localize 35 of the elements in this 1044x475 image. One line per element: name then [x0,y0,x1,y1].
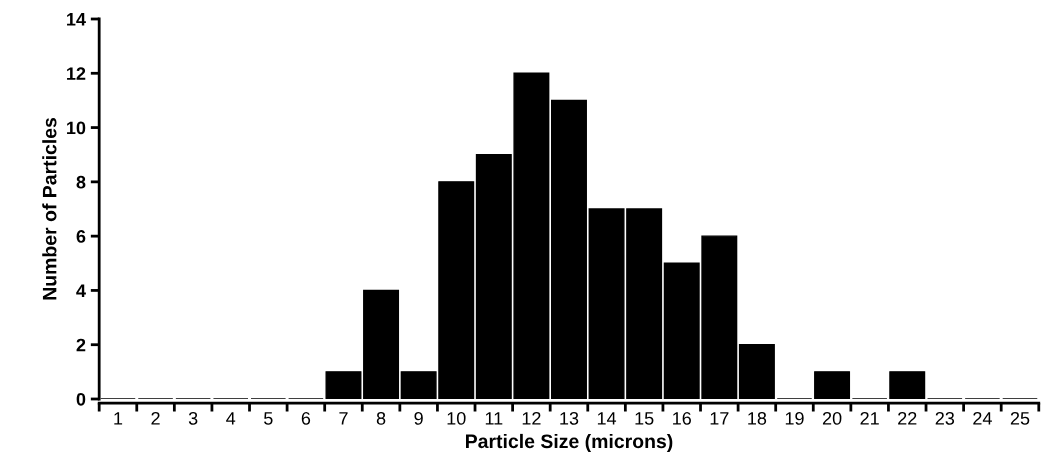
x-tick-label: 7 [339,412,348,425]
y-tick-label: 12 [67,67,86,80]
x-tick-label: 6 [301,411,311,425]
x-tick-label: 12 [522,411,541,425]
x-tick-label: 23 [935,411,955,425]
x-tick-label: 4 [226,412,236,425]
x-tick-label: 9 [414,411,423,425]
x-tick-label: 13 [560,411,579,425]
x-tick-label: 5 [264,412,273,425]
y-tick-label: 6 [76,230,86,243]
x-tick-label: 15 [635,412,654,425]
x-tick-label: 2 [151,411,160,425]
x-tick-label: 3 [188,411,198,425]
x-axis-title: Particle Size (microns) [466,433,673,453]
x-tick-label: 21 [860,411,879,425]
y-tick-label: 10 [67,121,86,135]
x-tick-label: 25 [1010,411,1030,425]
x-tick-label: 18 [748,411,767,425]
x-tick-label: 1 [114,412,123,425]
y-tick-label: 4 [76,284,86,297]
y-tick-label: 14 [67,13,86,26]
x-tick-label: 8 [376,411,386,425]
x-tick-label: 14 [597,412,617,425]
y-tick-label: 8 [76,175,86,189]
x-tick-label: 19 [785,411,804,425]
y-axis-title: Number of Particles [42,117,57,300]
x-tick-label: 10 [447,411,466,425]
y-tick-label: 2 [76,338,86,352]
x-tick-label: 17 [710,412,729,425]
x-tick-label: 22 [898,411,917,425]
x-tick-label: 20 [822,411,842,425]
x-tick-label: 11 [485,412,503,425]
x-tick-label: 24 [973,411,992,425]
x-tick-label: 16 [673,411,691,425]
y-tick-label: 0 [76,392,86,406]
